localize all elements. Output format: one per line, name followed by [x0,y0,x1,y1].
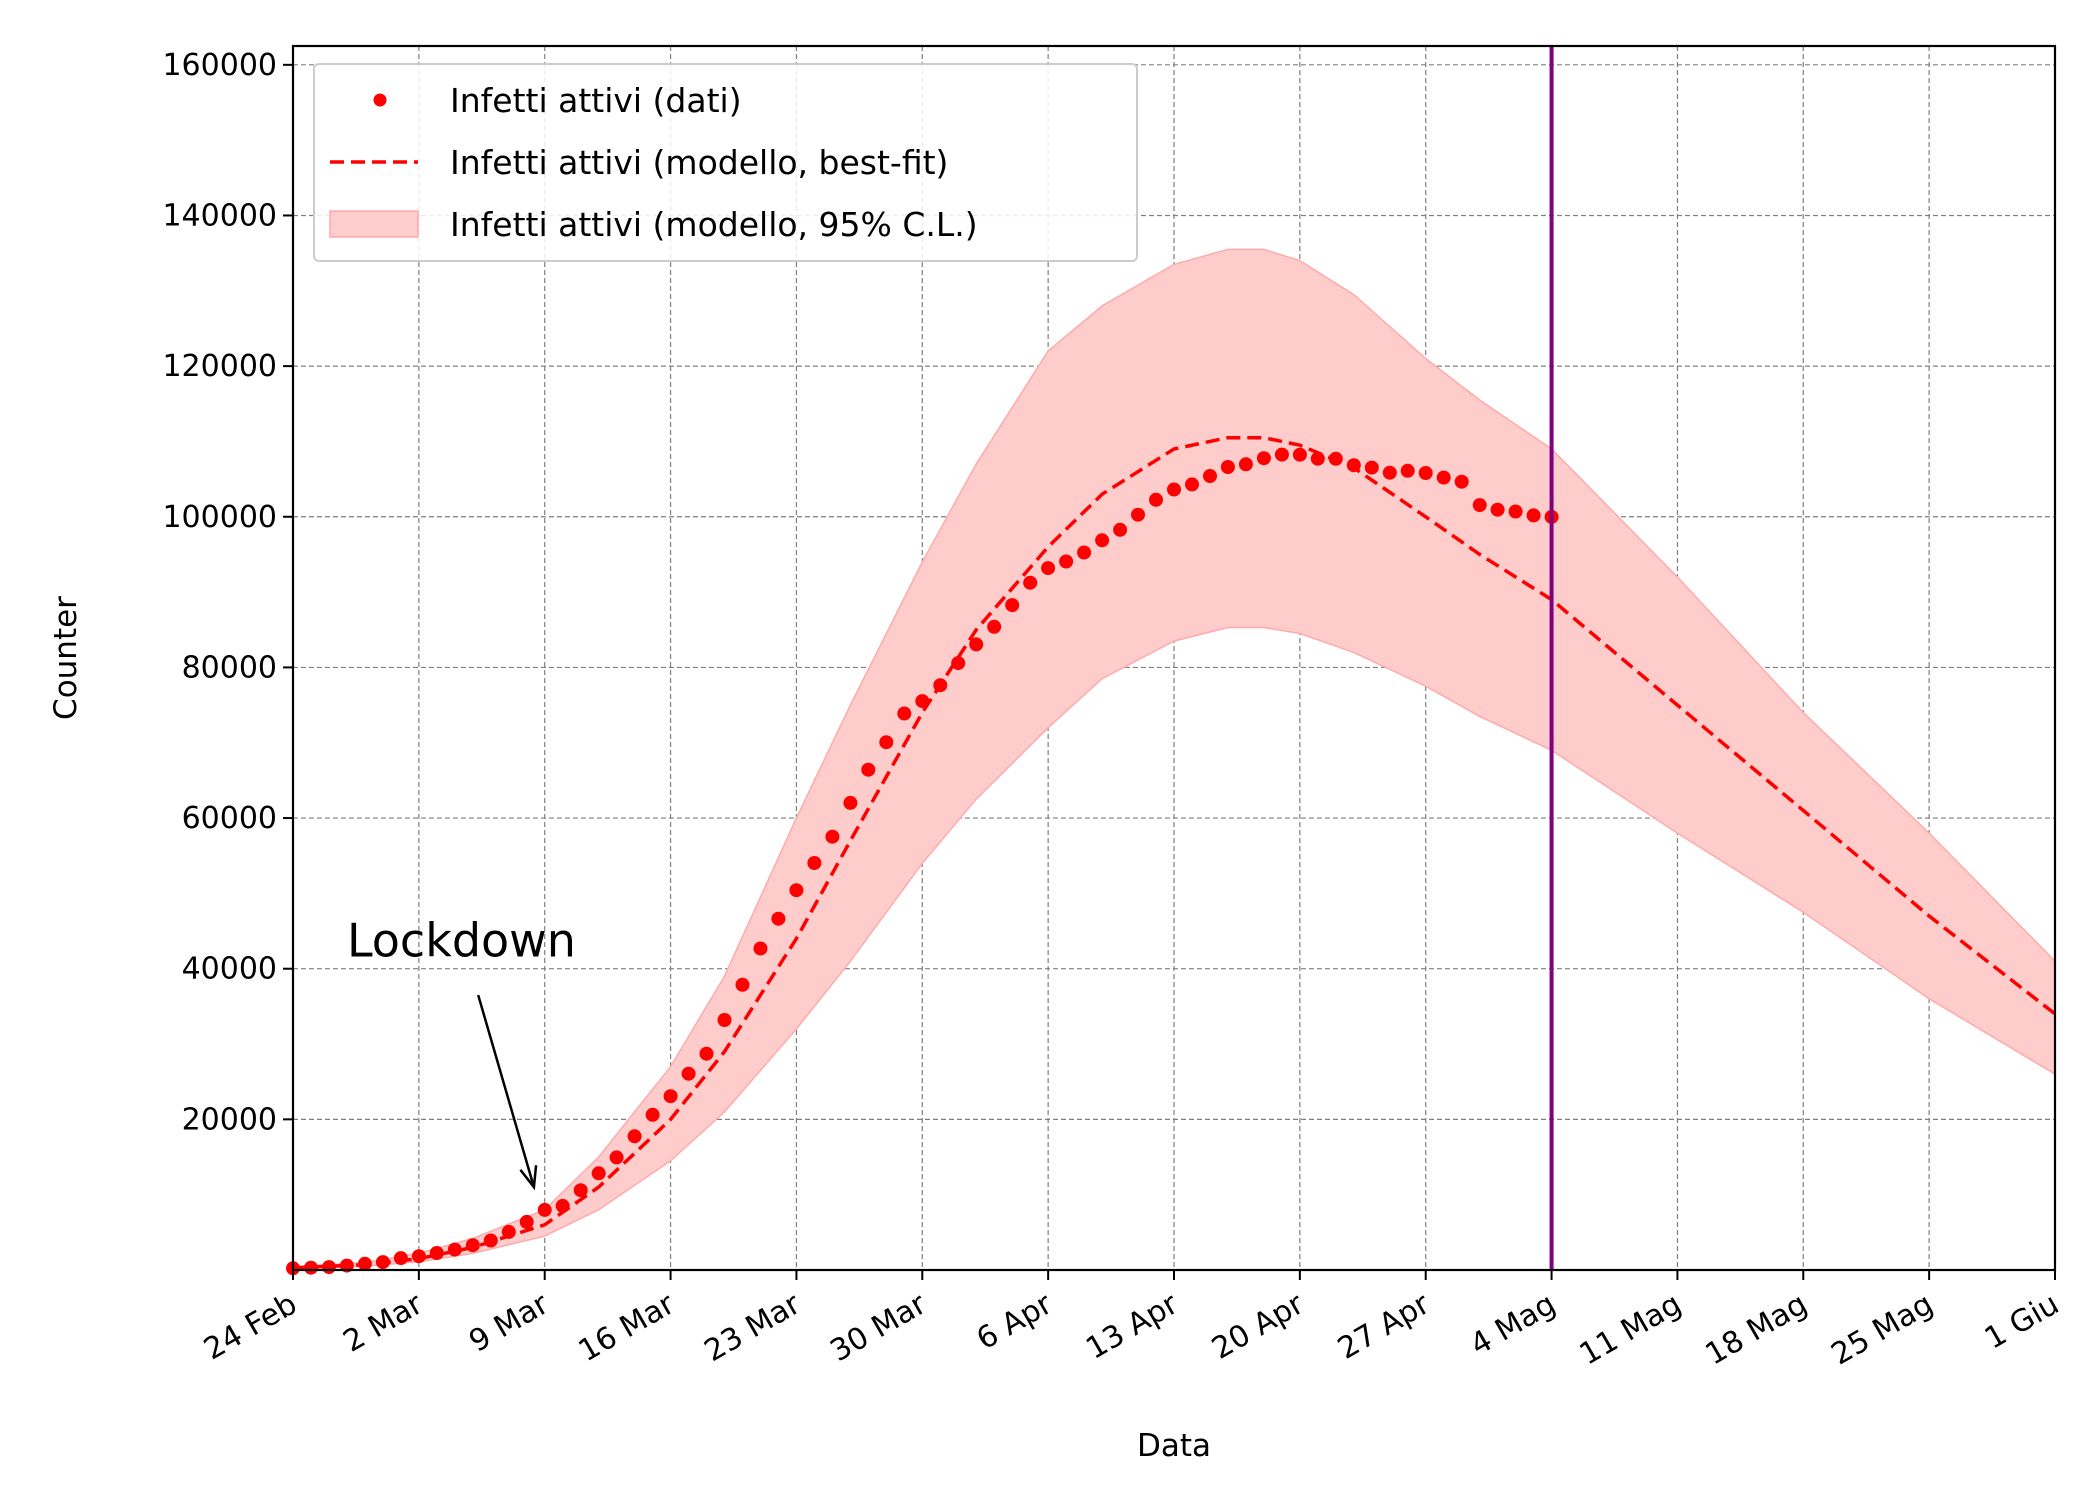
legend-swatch-data [373,93,387,107]
data-point [1454,474,1469,489]
data-point [1274,447,1289,462]
data-point [1059,554,1074,569]
best-fit-curve [292,435,2057,1270]
best-fit-line [292,435,2057,1270]
annotation-text: Lockdown [347,914,576,968]
y-tick-label: 140000 [162,198,277,233]
data-point [573,1183,588,1198]
data-point [807,856,822,870]
y-axis-title: Counter [48,596,84,720]
data-point [1400,463,1415,478]
data-point [951,656,966,671]
data-point [1364,460,1379,475]
data-point [663,1089,678,1104]
data-point [1490,502,1505,517]
data-point [861,762,876,777]
data-point [591,1166,606,1181]
legend-label-data: Infetti attivi (dati) [450,81,742,120]
data-point [1256,451,1271,466]
data-point [1238,457,1253,472]
confidence-band-lower-edge [292,626,2056,1270]
data-point [1095,533,1110,548]
data-point [1418,466,1433,480]
data-point [465,1238,480,1253]
data-point [429,1246,444,1260]
data-point [1023,575,1038,590]
legend-box [313,63,1138,262]
data-point [897,706,912,721]
data-point [555,1198,570,1213]
data-point [1077,545,1092,560]
data-point [375,1255,390,1270]
data-point [1220,460,1235,474]
data-point [987,619,1002,634]
data-point [1436,470,1451,485]
data-point [699,1046,714,1061]
x-axis-title: Data [1137,1428,1211,1464]
data-point [304,1260,318,1275]
data-point [645,1107,660,1122]
data-point [627,1129,642,1144]
data-point [519,1214,534,1229]
data-point [771,911,786,926]
confidence-band-upper-edge [292,248,2056,1268]
y-tick-label: 120000 [162,349,277,384]
data-point [1328,451,1343,466]
data-point [393,1251,408,1266]
data-point [1382,465,1397,480]
legend-label-fit: Infetti attivi (modello, best-fit) [450,143,948,182]
data-point [969,637,984,652]
y-tick-label: 160000 [162,48,277,83]
data-point [879,735,894,750]
data-point [717,1013,732,1027]
data-point [1167,482,1181,497]
y-tick-label: 80000 [182,650,277,685]
data-point [1292,447,1307,462]
y-tick-label: 20000 [182,1102,277,1137]
data-point [825,829,840,844]
y-tick-label: 100000 [162,500,277,535]
data-point [789,883,804,898]
data-point [1185,477,1199,492]
data-point [1472,498,1487,513]
data-point [1149,492,1163,507]
data-point [753,941,768,956]
data-point [1203,469,1217,483]
legend-swatch-band [329,210,419,238]
data-point [609,1150,624,1165]
confidence-band-area [293,249,2055,1269]
data-point [1526,508,1541,523]
y-tick-label: 60000 [182,801,277,836]
data-point [447,1242,462,1257]
y-tick-label: 40000 [182,952,277,987]
data-point [843,795,858,810]
data-point [681,1066,696,1081]
data-point [1113,522,1128,537]
lockdown-annotation: Lockdown [347,914,576,1191]
y-axis-ticks: 20000 40000 60000 80000 100000 120000 140000 16… [162,48,293,1137]
data-point [483,1233,498,1248]
data-point [1508,504,1523,519]
data-point [915,694,930,709]
annotation-arrow-shaft [476,994,536,1188]
data-point [322,1260,336,1275]
data-point [1131,507,1145,522]
data-point [735,977,750,992]
data-point [537,1202,552,1217]
legend-label-band: Infetti attivi (modello, 95% C.L.) [450,205,978,244]
data-points [286,447,1559,1276]
annotation-arrow-head [519,1165,538,1191]
data-point [1041,561,1056,576]
data-point [1346,458,1361,473]
data-point [1005,598,1020,613]
data-point [501,1224,516,1239]
data-point [357,1256,372,1271]
data-point [411,1249,426,1264]
confidence-band [292,248,2056,1270]
data-point [1310,451,1325,466]
legend: Infetti attivi (dati) Infetti attivi (mo… [313,63,1138,262]
data-point [933,678,948,693]
